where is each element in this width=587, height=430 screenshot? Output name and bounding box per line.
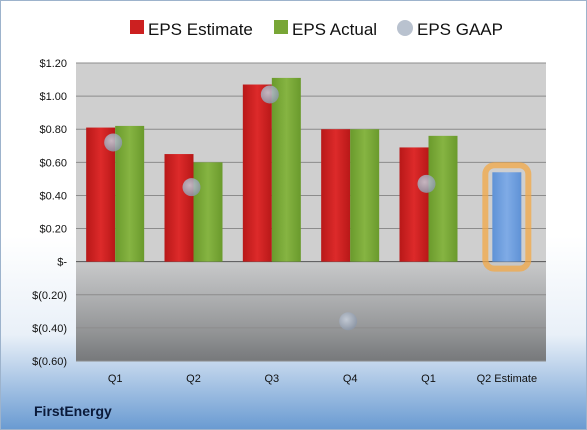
- y-tick-label: $0.80: [39, 124, 67, 136]
- marker-eps-gaap: [182, 178, 201, 197]
- x-tick-label: Q2 Estimate: [477, 373, 538, 385]
- legend-swatch-gaap: [397, 20, 413, 36]
- legend-swatch-actual: [274, 20, 288, 34]
- y-tick-label: $(0.20): [32, 290, 67, 302]
- bar-eps-estimate: [242, 84, 272, 262]
- plot-area-lower: [76, 261, 546, 361]
- estimate-highlight: [482, 162, 532, 272]
- x-tick-label: Q3: [264, 373, 279, 385]
- bar-eps-actual: [115, 125, 145, 262]
- marker-eps-gaap: [104, 133, 123, 152]
- x-tick-label: Q1: [421, 373, 436, 385]
- x-tick-label: Q2: [186, 373, 201, 385]
- bar-eps-estimate-future: [492, 172, 522, 262]
- x-axis-ticks: Q1 Q2 Q3 Q4 Q1 Q2 Estimate: [108, 373, 537, 385]
- bar-eps-estimate: [164, 154, 194, 262]
- gridlines: [76, 62, 546, 362]
- gaap-markers: [104, 85, 436, 331]
- y-tick-label: $1.00: [39, 91, 67, 103]
- y-tick-label: $0.60: [39, 157, 67, 169]
- bar-eps-actual: [428, 135, 458, 262]
- bar-eps-estimate: [399, 147, 429, 262]
- legend-swatch-estimate: [130, 20, 144, 34]
- bars: [86, 77, 532, 272]
- x-tick-label: Q4: [343, 373, 358, 385]
- legend: EPS Estimate EPS Actual EPS GAAP: [130, 20, 503, 39]
- bar-eps-actual: [350, 129, 380, 262]
- bar-eps-estimate: [321, 129, 351, 262]
- legend-label-gaap: EPS GAAP: [417, 20, 503, 39]
- y-tick-label: $(0.60): [32, 356, 67, 368]
- y-tick-label: $(0.40): [32, 323, 67, 335]
- y-tick-label: $0.20: [39, 224, 67, 236]
- marker-eps-gaap: [417, 174, 436, 193]
- marker-eps-gaap: [260, 85, 279, 104]
- marker-eps-gaap: [339, 312, 358, 331]
- y-axis-ticks: $1.20 $1.00 $0.80 $0.60 $0.40 $0.20 $- $(0.20) $…: [32, 58, 67, 368]
- legend-label-actual: EPS Actual: [292, 20, 377, 39]
- y-tick-label: $1.20: [39, 58, 67, 70]
- y-tick-label: $0.40: [39, 190, 67, 202]
- company-name: FirstEnergy: [34, 403, 112, 419]
- x-tick-label: Q1: [108, 373, 123, 385]
- bar-eps-actual: [271, 77, 301, 262]
- bar-eps-actual: [193, 162, 223, 262]
- legend-label-estimate: EPS Estimate: [148, 20, 253, 39]
- y-tick-label: $-: [57, 257, 67, 269]
